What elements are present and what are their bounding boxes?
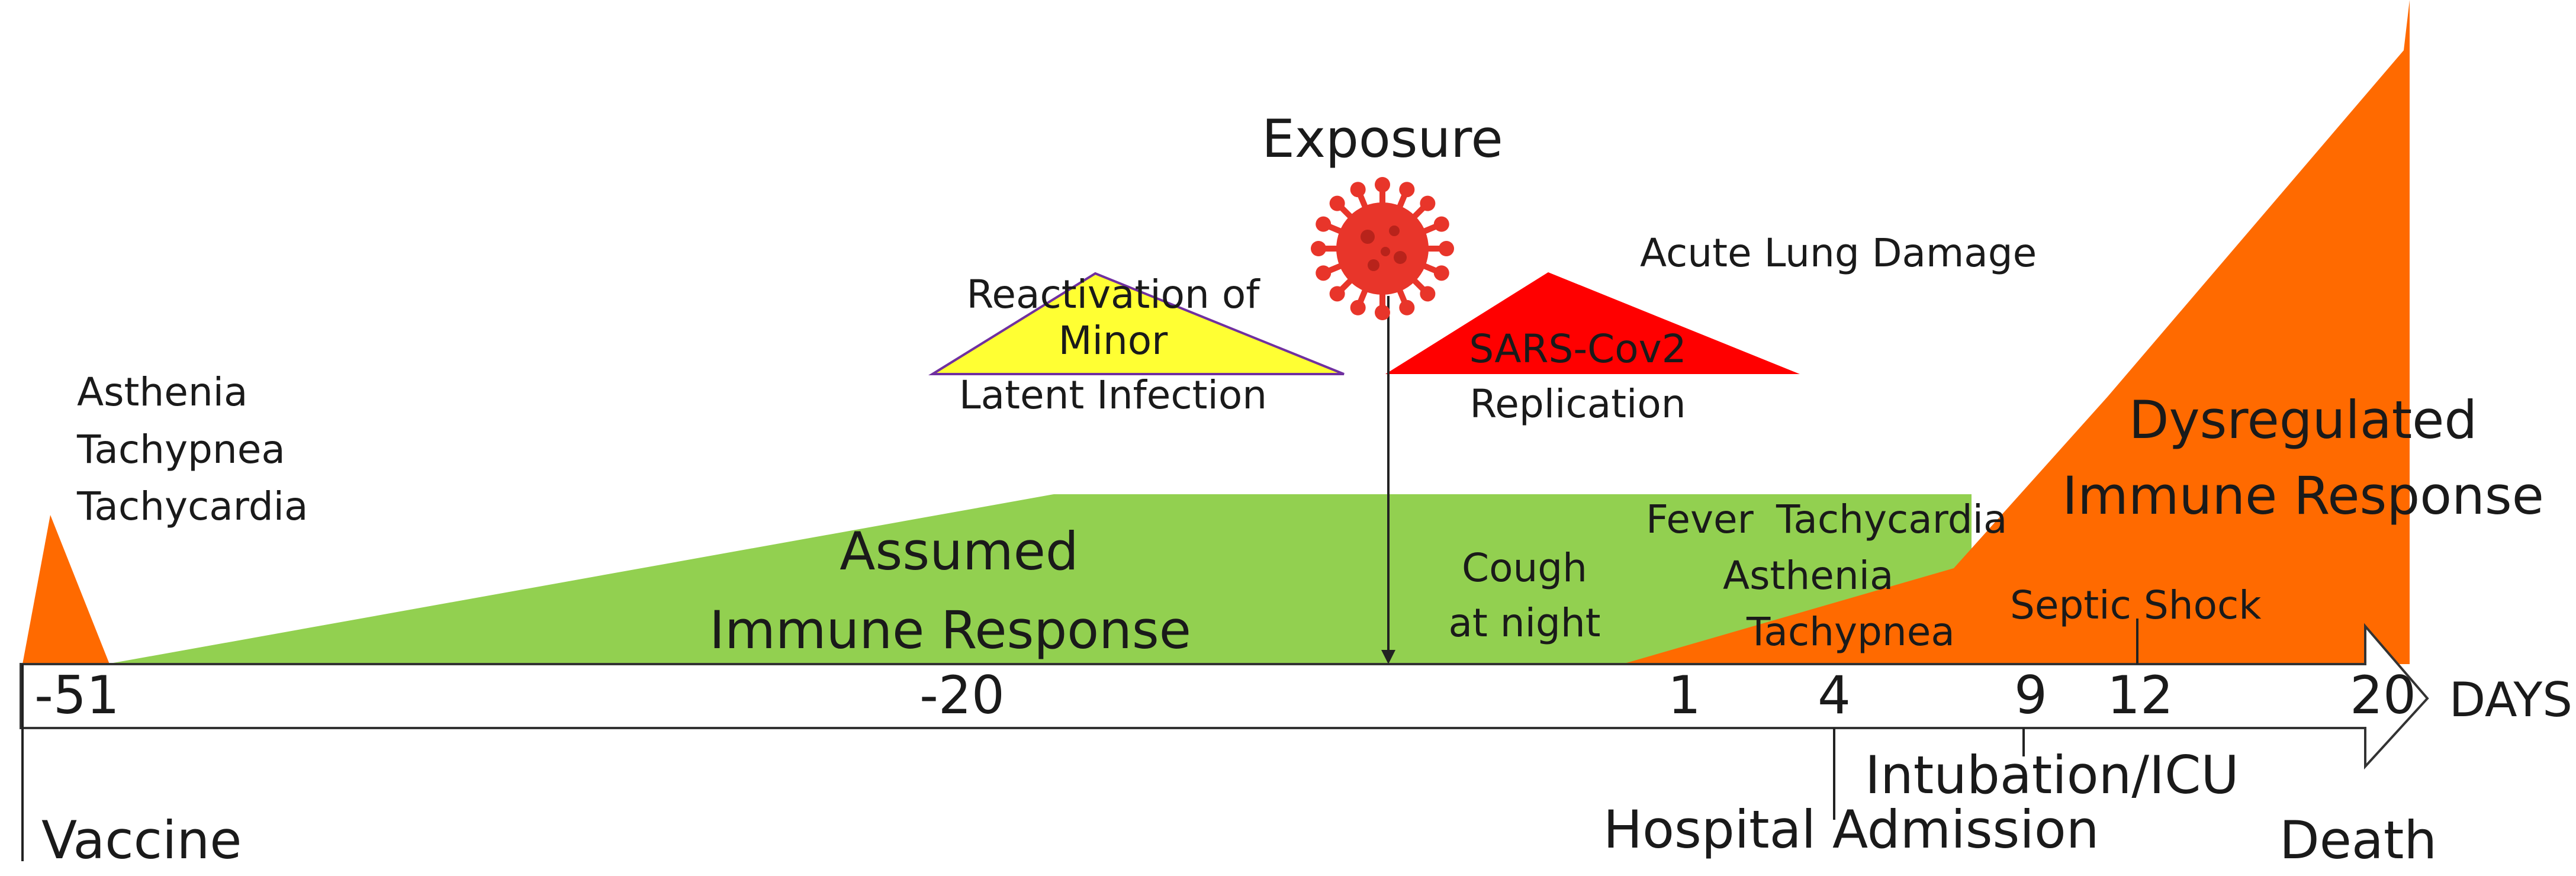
acute-lung-damage-label: Acute Lung Damage bbox=[1640, 230, 2037, 276]
axis-unit-label: DAYS bbox=[2449, 672, 2572, 727]
dysregulated-immune-response-area bbox=[1622, 0, 2410, 664]
tick-label: 4 bbox=[1818, 665, 1851, 726]
reactivation-label-line1: Reactivation of bbox=[967, 272, 1261, 317]
virus-spike-tip bbox=[1439, 241, 1454, 256]
assumed-immune-label-line1: Assumed bbox=[840, 521, 1078, 582]
vaccine-symptom-label: Tachypnea bbox=[76, 427, 285, 472]
cough-label: Cough bbox=[1462, 545, 1587, 591]
virus-spike-tip bbox=[1316, 265, 1332, 281]
assumed-immune-label-line2: Immune Response bbox=[709, 600, 1191, 661]
vaccine-symptom-label: Asthenia bbox=[77, 369, 247, 415]
virus-spike-tip bbox=[1433, 265, 1449, 281]
tick-label: 9 bbox=[2014, 665, 2047, 726]
tick-label: -20 bbox=[919, 665, 1005, 726]
virus-spike-tip bbox=[1399, 299, 1415, 315]
sars-replication-triangle bbox=[1385, 272, 1800, 374]
reactivation-label-line3: Latent Infection bbox=[959, 372, 1267, 418]
death-label: Death bbox=[2279, 810, 2437, 871]
tachypnea-label: Tachypnea bbox=[1746, 609, 1955, 655]
virus-spot bbox=[1368, 259, 1379, 271]
hospital-admission-label: Hospital Admission bbox=[1603, 799, 2099, 860]
virus-spike-tip bbox=[1420, 195, 1436, 211]
virus-spike-tip bbox=[1350, 182, 1366, 198]
virus-spike-tip bbox=[1311, 241, 1326, 256]
tick-label: -51 bbox=[34, 665, 120, 726]
virus-spike-tip bbox=[1329, 286, 1345, 302]
asthenia-label: Asthenia bbox=[1723, 553, 1893, 598]
septic-shock-label: Septic Shock bbox=[2010, 582, 2262, 628]
exposure-label: Exposure bbox=[1262, 108, 1503, 169]
reactivation-triangle bbox=[928, 272, 1345, 375]
virus-spot bbox=[1381, 247, 1390, 256]
replication-label: Replication bbox=[1469, 381, 1686, 427]
virus-spike-tip bbox=[1350, 299, 1366, 315]
vaccine-label: Vaccine bbox=[41, 810, 242, 871]
virus-spot bbox=[1394, 251, 1407, 264]
intubation-label: Intubation/ICU bbox=[1865, 745, 2239, 806]
virus-spot bbox=[1361, 230, 1375, 244]
virus-spike-tip bbox=[1375, 305, 1390, 320]
timeline-arrow bbox=[20, 623, 2429, 770]
virus-spike-tip bbox=[1375, 177, 1390, 192]
tachycardia-label: Tachycardia bbox=[1776, 497, 2007, 542]
virus-icon bbox=[1311, 177, 1454, 320]
vaccine-symptom-label: Tachycardia bbox=[76, 484, 308, 529]
tick-label: 20 bbox=[2350, 665, 2416, 726]
dysregulated-immune-label-line2: Immune Response bbox=[2062, 465, 2544, 526]
virus-spike-tip bbox=[1399, 182, 1415, 198]
virus-spike-tip bbox=[1433, 216, 1449, 232]
virus-spike-tip bbox=[1420, 286, 1436, 302]
tick-label: 12 bbox=[2107, 665, 2173, 726]
virus-spike-tip bbox=[1329, 195, 1345, 211]
vaccine-reaction-spike bbox=[22, 515, 110, 664]
dysregulated-immune-label-line1: Dysregulated bbox=[2129, 389, 2478, 450]
sars-cov2-label: SARS-Cov2 bbox=[1469, 326, 1686, 372]
cough-label: at night bbox=[1448, 600, 1600, 646]
virus-spike-tip bbox=[1316, 216, 1332, 232]
virus-spot bbox=[1389, 226, 1400, 236]
fever-label: Fever bbox=[1646, 497, 1754, 542]
assumed-immune-response-area bbox=[107, 494, 1972, 664]
reactivation-label-line2: Minor bbox=[1059, 318, 1168, 363]
tick-label: 1 bbox=[1668, 665, 1701, 726]
exposure-arrowhead bbox=[1381, 650, 1395, 664]
